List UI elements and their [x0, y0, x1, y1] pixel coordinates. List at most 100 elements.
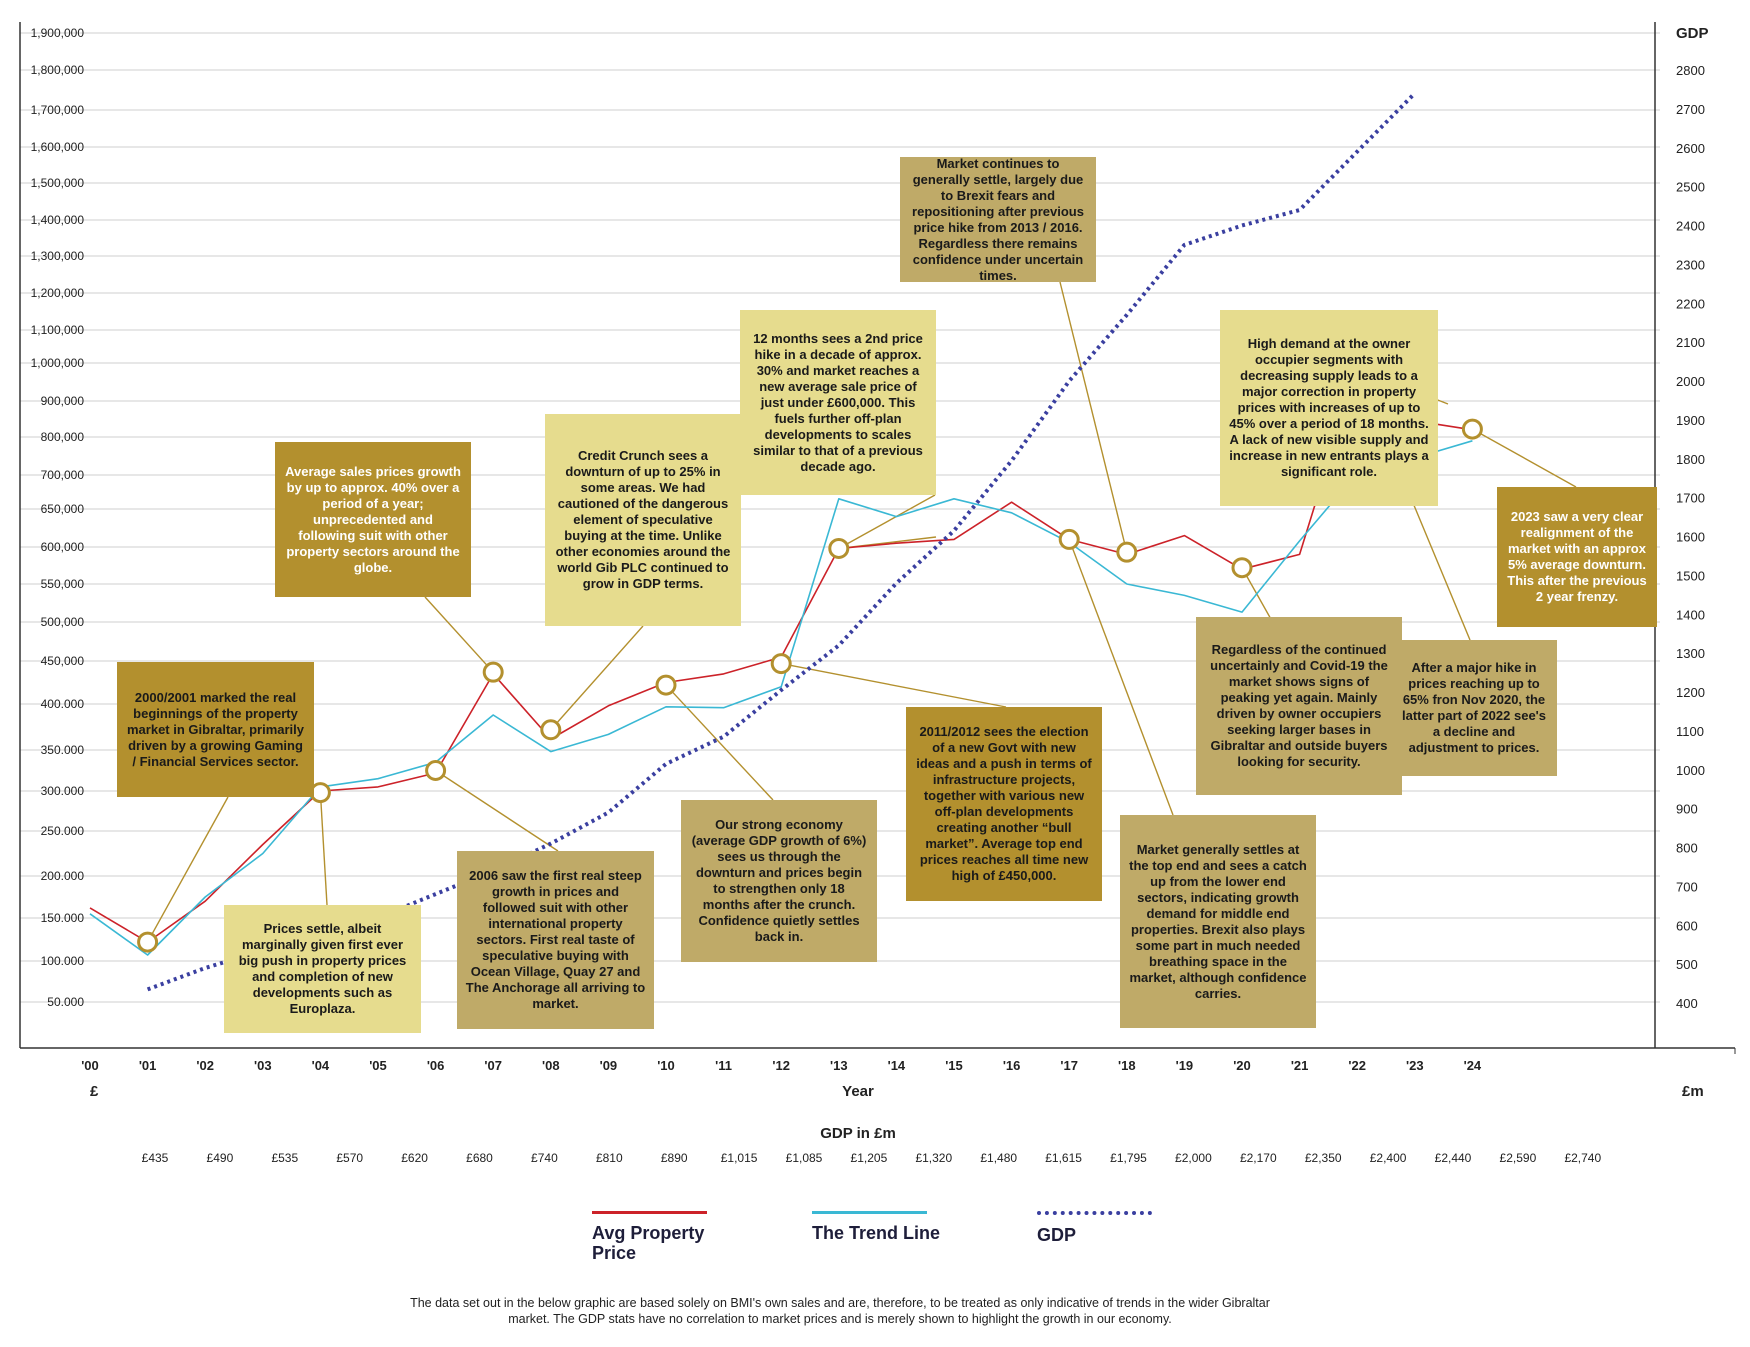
- gdp-value-label: £2,590: [1500, 1151, 1537, 1165]
- annotation-marker: [1058, 528, 1080, 550]
- left-tick-label: 1,400,000: [31, 213, 85, 227]
- right-tick-label: 2300: [1676, 257, 1705, 272]
- x-tick-label: '23: [1406, 1058, 1424, 1073]
- x-tick-label: '12: [772, 1058, 790, 1073]
- x-tick-label: '08: [542, 1058, 560, 1073]
- annotation-leader: [1472, 428, 1577, 488]
- x-tick-label: '04: [312, 1058, 330, 1073]
- gdp-value-label: £620: [401, 1151, 428, 1165]
- right-tick-label: 2800: [1676, 63, 1705, 78]
- annotation-marker: [655, 674, 677, 696]
- x-tick-label: '00: [81, 1058, 99, 1073]
- annotation-marker: [540, 719, 562, 741]
- right-tick-label: 800: [1676, 841, 1698, 856]
- x-tick-label: '17: [1060, 1058, 1078, 1073]
- series-line-gdp: [146, 91, 1417, 992]
- left-tick-label: 1,100,000: [31, 323, 85, 337]
- legend-swatch-red: [592, 1211, 707, 1214]
- gdp-value-label: £1,015: [721, 1151, 758, 1165]
- left-tick-label: 400.000: [41, 697, 85, 711]
- left-tick-label: 1,300,000: [31, 249, 85, 263]
- right-tick-label: 500: [1676, 957, 1698, 972]
- x-tick-label: '15: [945, 1058, 963, 1073]
- right-tick-label: 1400: [1676, 607, 1705, 622]
- right-tick-label: 700: [1676, 879, 1698, 894]
- right-tick-label: 1000: [1676, 763, 1705, 778]
- right-axis-title: GDP: [1676, 25, 1709, 42]
- left-tick-label: 600,000: [41, 540, 85, 554]
- left-tick-label: 200.000: [41, 869, 85, 883]
- axis-labels: 50.000 100.000 150.000 200.000 250.000 300.00…: [31, 25, 1709, 1165]
- annotation-marker: [770, 653, 792, 675]
- gdp-value-label: £2,170: [1240, 1151, 1277, 1165]
- right-tick-label: 2000: [1676, 374, 1705, 389]
- left-tick-label: 1,200,000: [31, 286, 85, 300]
- annotation-callout: Market generally settles at the top end …: [1120, 815, 1316, 1028]
- right-tick-label: 1700: [1676, 491, 1705, 506]
- left-tick-label: 1,800,000: [31, 63, 85, 77]
- x-tick-label: '19: [1176, 1058, 1194, 1073]
- x-tick-label: '05: [369, 1058, 387, 1073]
- annotation-leader: [424, 596, 494, 673]
- x-tick-label: '10: [657, 1058, 675, 1073]
- left-tick-label: 650,000: [41, 502, 85, 516]
- annotation-leader: [550, 625, 644, 731]
- left-tick-label: 300.000: [41, 784, 85, 798]
- gdp-value-label: £1,795: [1110, 1151, 1147, 1165]
- gdp-value-label: £890: [661, 1151, 688, 1165]
- annotation-marker: [828, 537, 850, 559]
- annotation-callout: 2000/2001 marked the real beginnings of …: [117, 662, 314, 797]
- right-tick-label: 1100: [1676, 724, 1704, 739]
- left-tick-label: 1,500,000: [31, 176, 85, 190]
- annotation-callout: 2011/2012 sees the election of a new Gov…: [906, 707, 1102, 901]
- x-tick-label: '13: [830, 1058, 848, 1073]
- annotation-callout: After a major hike in prices reaching up…: [1391, 640, 1557, 776]
- right-tick-label: 1300: [1676, 646, 1705, 661]
- annotation-leader: [319, 792, 328, 906]
- annotation-marker: [1231, 557, 1253, 579]
- x-tick-label: '18: [1118, 1058, 1136, 1073]
- gdp-value-label: £435: [142, 1151, 169, 1165]
- annotation-leader: [1068, 539, 1174, 816]
- gdp-value-label: £2,000: [1175, 1151, 1212, 1165]
- gdp-value-label: £535: [271, 1151, 298, 1165]
- gdp-value-label: £570: [336, 1151, 363, 1165]
- annotation-leader: [435, 769, 559, 852]
- right-tick-label: 1200: [1676, 685, 1705, 700]
- gdp-value-label: £2,740: [1564, 1151, 1601, 1165]
- annotation-leader: [781, 662, 1007, 708]
- annotation-marker: [482, 661, 504, 683]
- right-tick-label: 2100: [1676, 335, 1705, 350]
- left-tick-label: 450,000: [41, 654, 85, 668]
- annotation-callout: 2023 saw a very clear realignment of the…: [1497, 487, 1657, 627]
- gdp-value-label: £2,400: [1370, 1151, 1407, 1165]
- x-tick-label: '02: [196, 1058, 214, 1073]
- left-tick-label: 500,000: [41, 615, 85, 629]
- x-tick-label: '14: [888, 1058, 906, 1073]
- x-axis-title: Year: [842, 1083, 874, 1100]
- gdp-value-label: £1,085: [786, 1151, 823, 1165]
- gdp-value-label: £680: [466, 1151, 493, 1165]
- annotation-leader: [838, 494, 936, 550]
- left-tick-label: 1,000,000: [31, 356, 85, 370]
- x-tick-label: '07: [484, 1058, 502, 1073]
- left-tick-label: 550,000: [41, 577, 85, 591]
- gdp-value-label: £2,350: [1305, 1151, 1342, 1165]
- gdp-value-label: £810: [596, 1151, 623, 1165]
- legend-label: The Trend Line: [812, 1223, 941, 1243]
- legend-label: GDP: [1037, 1225, 1077, 1245]
- right-tick-label: 2600: [1676, 141, 1705, 156]
- right-tick-label: 2700: [1676, 102, 1705, 117]
- right-tick-label: 1800: [1676, 452, 1705, 467]
- annotation-leader: [146, 796, 229, 943]
- left-tick-label: 100.000: [41, 954, 85, 968]
- right-tick-label: 2400: [1676, 219, 1705, 234]
- right-tick-label: 2500: [1676, 180, 1705, 195]
- left-tick-label: 1,600,000: [31, 140, 85, 154]
- annotation-marker: [137, 931, 159, 953]
- gdp-value-label: £1,480: [980, 1151, 1017, 1165]
- annotation-callout: High demand at the owner occupier segmen…: [1220, 310, 1438, 506]
- x-tick-label: '03: [254, 1058, 272, 1073]
- annotation-callout: Prices settle, albeit marginally given f…: [224, 905, 421, 1033]
- footnote: The data set out in the below graphic ar…: [410, 1296, 1270, 1326]
